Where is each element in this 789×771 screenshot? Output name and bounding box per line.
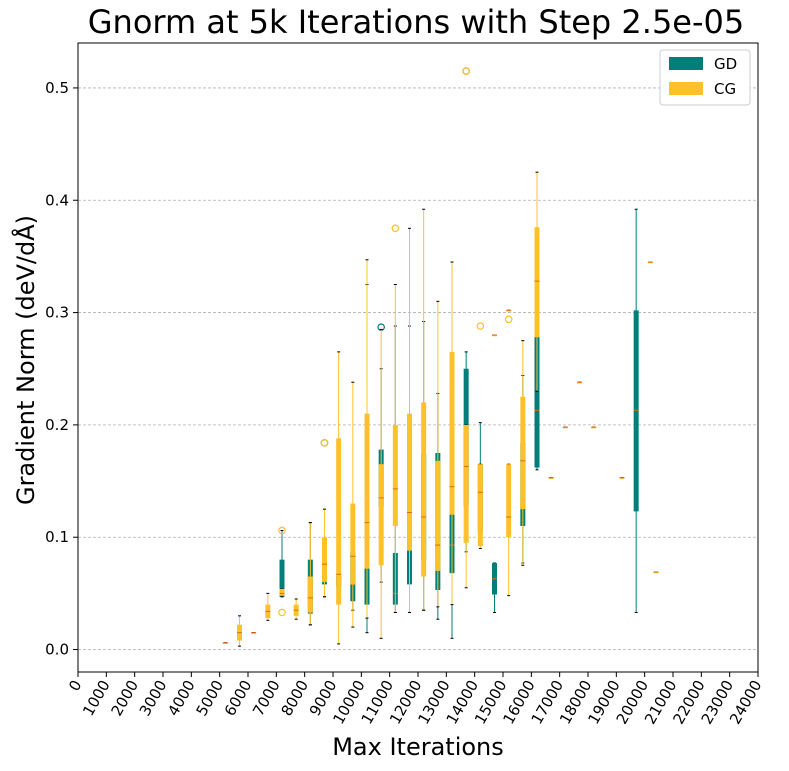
legend: GD CG [659, 49, 751, 106]
y-axis-ticks: 0.0 0.1 0.2 0.3 0.4 0.5 [45, 79, 78, 659]
box-body [435, 460, 441, 571]
box-body [548, 477, 554, 479]
box-outlier [476, 322, 485, 330]
box-outlier [278, 526, 286, 535]
box-outlier [462, 67, 470, 75]
legend-label-cg: CG [714, 80, 736, 98]
box-body [562, 427, 568, 429]
box-body [251, 632, 257, 634]
y-tick-label: 0.0 [45, 641, 69, 659]
box-body [591, 427, 597, 429]
plot-frame [77, 42, 759, 673]
box-series [222, 67, 659, 647]
y-axis-label: Gradient Norm (deV/dÅ) [11, 215, 40, 505]
box-body [647, 262, 653, 264]
box-body [421, 402, 427, 577]
box-body [392, 424, 398, 526]
y-tick-label: 0.1 [45, 528, 69, 546]
legend-swatch-gd [669, 57, 703, 70]
y-tick-label: 0.2 [45, 416, 69, 434]
box-body [492, 335, 497, 337]
y-tick-label: 0.4 [45, 191, 69, 209]
x-tick-label: 4000 [164, 677, 199, 719]
x-tick-label: 7000 [249, 677, 284, 719]
box-body [279, 588, 285, 596]
box-body [336, 438, 342, 605]
box-body [222, 642, 228, 644]
series-cg [222, 67, 659, 647]
box-body [449, 351, 455, 515]
box-body [463, 424, 469, 543]
box-body [506, 464, 512, 538]
box-body [378, 464, 384, 566]
box-body [520, 396, 526, 510]
x-tick-label: 5000 [192, 677, 227, 719]
box-body [477, 464, 483, 547]
box-body [633, 310, 639, 512]
x-tick-label: 1000 [79, 677, 114, 719]
box-body [279, 559, 285, 597]
y-tick-label: 0.3 [45, 304, 69, 322]
grid [78, 87, 758, 650]
x-axis-label: Max Iterations [332, 733, 504, 761]
box-body [350, 503, 356, 585]
box-body [407, 413, 412, 551]
x-axis-ticks: 0100020003000400050006000700080009000100… [65, 672, 765, 727]
x-tick-label: 2000 [107, 677, 142, 719]
box-body [506, 310, 512, 312]
x-tick-label: 0 [65, 677, 85, 694]
chart-title: Gnorm at 5k Iterations with Step 2.5e-05 [88, 3, 745, 41]
box-outlier [391, 224, 400, 233]
box-body [577, 382, 582, 384]
legend-label-gd: GD [714, 55, 737, 73]
series-gd [279, 67, 639, 639]
box-body [653, 572, 659, 574]
legend-swatch-cg [669, 82, 703, 95]
box-outlier [320, 439, 329, 447]
box-body [619, 477, 625, 479]
box-body [364, 413, 370, 569]
box-body [534, 323, 540, 468]
box-outlier [504, 315, 513, 324]
box-body [307, 576, 313, 613]
box-outlier [278, 608, 286, 617]
x-tick-label: 3000 [136, 677, 171, 719]
box-body [534, 227, 540, 338]
y-tick-label: 0.5 [45, 79, 69, 97]
box-body [322, 537, 327, 583]
x-tick-label: 8000 [277, 677, 312, 719]
x-tick-label: 6000 [221, 677, 256, 719]
